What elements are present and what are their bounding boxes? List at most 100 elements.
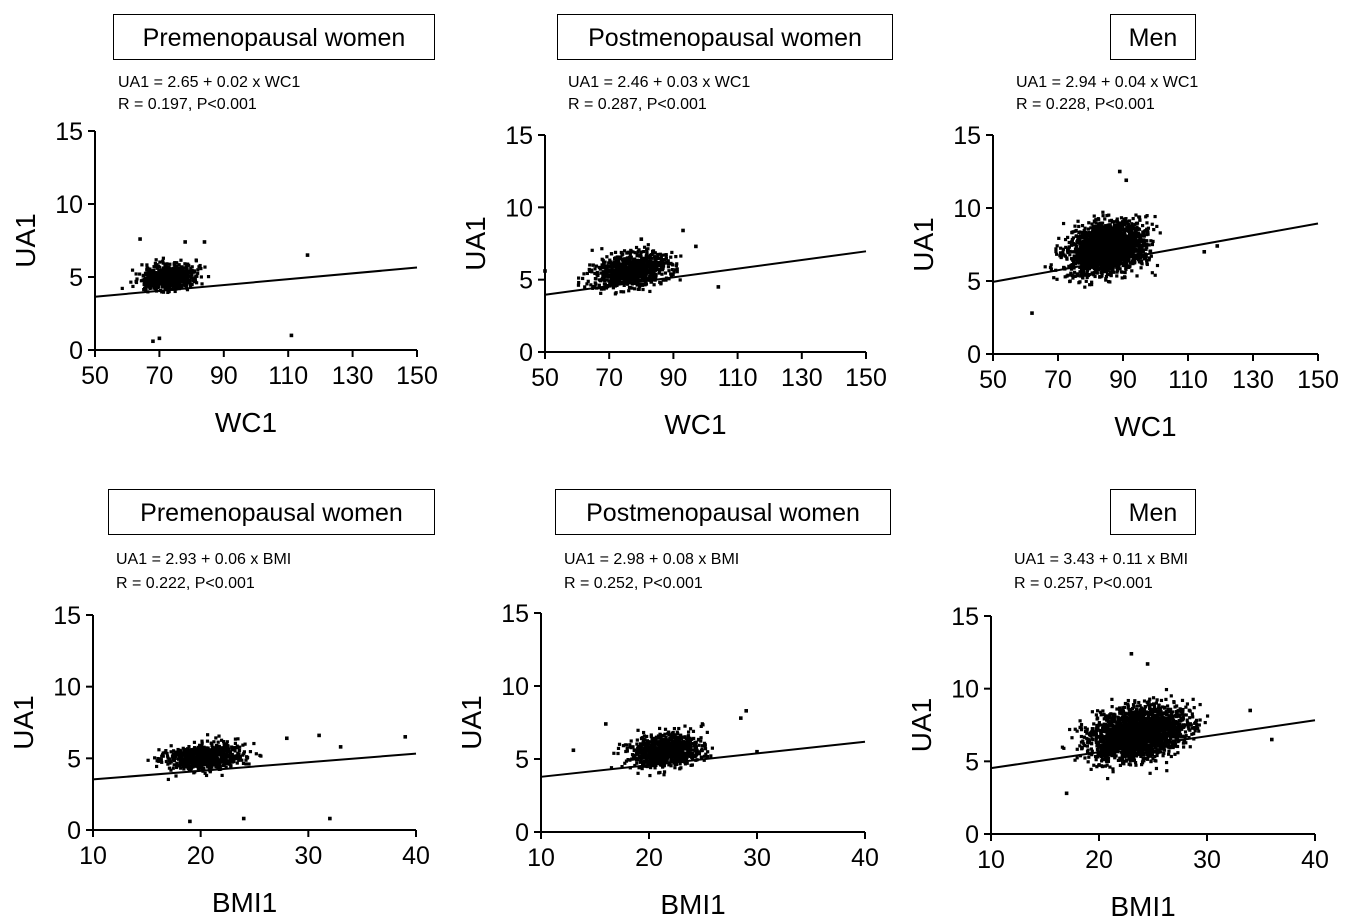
data-point [629, 249, 633, 253]
data-point [603, 260, 607, 264]
data-point [620, 276, 624, 280]
data-point [1120, 270, 1124, 274]
data-point [238, 745, 242, 749]
data-point [1095, 267, 1099, 271]
data-point [634, 274, 638, 278]
data-point [185, 275, 189, 279]
data-point [1074, 262, 1078, 266]
data-point [1111, 250, 1115, 254]
data-point [1091, 272, 1096, 276]
data-point [177, 284, 181, 288]
data-point [1097, 250, 1101, 255]
y-tick-label: 0 [69, 337, 83, 365]
data-point [183, 761, 187, 766]
data-point [1081, 249, 1085, 253]
data-point [1116, 230, 1120, 234]
data-point [232, 760, 236, 764]
data-point [212, 756, 216, 760]
data-point [658, 268, 662, 272]
data-point [1092, 214, 1096, 218]
data-point [206, 764, 210, 768]
data-point [1072, 250, 1076, 254]
data-point [1070, 263, 1074, 267]
data-point [660, 268, 665, 272]
data-point [675, 270, 679, 274]
data-point [1101, 247, 1105, 251]
data-point [1054, 247, 1058, 251]
data-point [1118, 255, 1122, 259]
data-point [1096, 224, 1100, 228]
data-point [174, 270, 178, 274]
data-point [1113, 223, 1117, 228]
data-point [644, 281, 648, 285]
data-point [196, 268, 200, 272]
data-point [228, 757, 232, 761]
data-point [1097, 267, 1101, 272]
data-point [159, 271, 163, 276]
data-point [638, 751, 642, 755]
data-point [1137, 258, 1141, 262]
data-point [622, 249, 627, 253]
data-point [1117, 243, 1121, 247]
data-point [163, 264, 167, 268]
data-point [670, 262, 674, 266]
data-point [1105, 240, 1109, 244]
x-tick-label: 130 [332, 362, 374, 390]
data-point [599, 287, 604, 291]
data-point [241, 761, 246, 766]
data-point [214, 764, 218, 768]
data-point [601, 275, 605, 279]
data-point [1130, 231, 1135, 235]
data-point [187, 270, 191, 274]
data-point [219, 757, 223, 761]
data-point [1069, 267, 1074, 271]
data-point [145, 279, 150, 283]
data-point [685, 761, 689, 765]
data-point [1077, 281, 1081, 285]
data-point [165, 283, 170, 287]
data-point [224, 759, 228, 763]
data-point [254, 752, 258, 756]
data-point [173, 261, 177, 265]
data-point [661, 266, 665, 270]
data-point [1125, 221, 1129, 225]
x-tick-label: 110 [1168, 366, 1208, 394]
data-point [175, 274, 179, 278]
data-point [259, 754, 263, 758]
data-point [285, 736, 289, 741]
data-point [176, 753, 180, 757]
data-point [628, 743, 632, 747]
data-point [183, 751, 187, 755]
data-point [1128, 261, 1133, 265]
data-point [1064, 245, 1068, 249]
y-tick-label: 0 [515, 819, 529, 847]
data-point [1096, 256, 1101, 261]
data-point [163, 279, 167, 283]
data-point [664, 253, 668, 257]
data-point [589, 283, 593, 287]
data-point [1117, 251, 1121, 255]
data-point [1103, 269, 1107, 274]
data-point [637, 282, 641, 287]
data-point [200, 739, 204, 743]
data-point [171, 285, 176, 289]
y-tick-label: 5 [67, 745, 81, 773]
data-point [188, 756, 193, 760]
data-point [1121, 236, 1125, 240]
data-point [1137, 260, 1142, 264]
data-point [1094, 243, 1098, 247]
data-point [1113, 232, 1117, 236]
data-point [199, 266, 203, 271]
data-point [590, 270, 594, 274]
y-tick-label: 10 [55, 191, 83, 219]
data-point [1105, 242, 1109, 246]
data-point [647, 270, 652, 274]
data-point [617, 273, 621, 277]
data-point [213, 750, 217, 754]
chart-panel: Men UA1 = 2.94 + 0.04 x WC1 R = 0.228, P<0… [898, 0, 1347, 459]
data-point [1108, 261, 1113, 265]
data-point [672, 270, 676, 274]
data-point [229, 764, 233, 768]
data-point [656, 267, 660, 272]
data-point [172, 282, 177, 287]
